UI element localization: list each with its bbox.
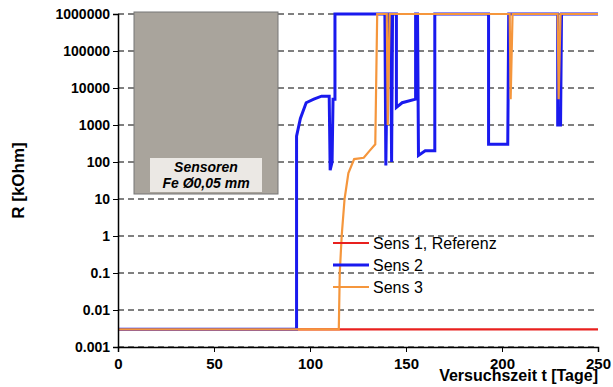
y-tick-label: 0.01 [83, 302, 110, 318]
legend-label: Sens 1, Referenz [373, 235, 497, 252]
y-tick-mark [113, 125, 118, 126]
x-tick-label: 150 [394, 355, 419, 372]
grid-line [118, 236, 598, 237]
x-axis-title: Versuchszeit t [Tage] [439, 367, 598, 384]
y-tick-mark [113, 347, 118, 348]
x-axis-line [119, 348, 599, 353]
y-tick-mark [113, 51, 118, 52]
y-tick-label: 100000 [63, 43, 110, 59]
x-tick: 50 [206, 347, 223, 372]
legend-swatch [333, 242, 369, 244]
y-tick-mark [113, 162, 118, 163]
x-tick: 100 [298, 347, 323, 372]
x-tick-mark [310, 347, 311, 352]
y-tick: 10 [94, 191, 118, 207]
legend-swatch [333, 264, 369, 267]
y-tick: 100000 [63, 43, 118, 59]
y-tick-mark [113, 273, 118, 274]
y-tick: 0.001 [75, 339, 118, 355]
annotation: Sensoren [174, 159, 238, 175]
y-tick: 1000 [79, 117, 118, 133]
photo-area [134, 12, 278, 194]
y-tick-label: 0.001 [75, 339, 110, 355]
x-tick-mark [502, 347, 503, 352]
legend-label: Sens 3 [373, 279, 423, 296]
y-tick-label: 1 [102, 228, 110, 244]
inset-photo: SensorenFe Ø0,05 mm [134, 12, 278, 194]
x-tick-mark [598, 347, 599, 352]
y-tick-mark [113, 236, 118, 237]
y-tick: 0.1 [91, 265, 118, 281]
legend-swatch [333, 286, 369, 288]
y-tick-mark [113, 199, 118, 200]
y-tick-mark [113, 88, 118, 89]
y-axis-title: R [kOhm] [9, 142, 28, 219]
chart: 0501001502002500.0010.010.11101001000100… [0, 0, 613, 387]
grid-line [118, 273, 598, 274]
x-tick: 150 [394, 347, 419, 372]
x-tick-label: 50 [206, 355, 223, 372]
y-tick-label: 10 [94, 191, 110, 207]
y-tick-label: 1000000 [55, 6, 110, 22]
y-tick-label: 10000 [71, 80, 110, 96]
y-tick-mark [113, 14, 118, 15]
y-tick: 100 [87, 154, 118, 170]
plot: 0501001502002500.0010.010.11101001000100… [55, 6, 611, 372]
legend-label: Sens 2 [373, 257, 423, 274]
y-axis-line [113, 15, 119, 348]
x-tick-mark [406, 347, 407, 352]
x-tick: 0 [114, 347, 122, 372]
y-tick: 0.01 [83, 302, 118, 318]
grid-line [118, 199, 598, 200]
y-tick-label: 100 [87, 154, 111, 170]
y-tick-label: 0.1 [91, 265, 111, 281]
y-axis: 0.001 0.01 0.1 1 10 100 1000 10000 100000 1000000 [55, 6, 118, 355]
y-tick-label: 1000 [79, 117, 110, 133]
x-tick-mark [214, 347, 215, 352]
y-tick: 10000 [71, 80, 118, 96]
x-tick-label: 0 [114, 355, 122, 372]
grid-line [118, 310, 598, 311]
legend: Sens 1, Referenz Sens 2 Sens 3 [333, 235, 497, 296]
y-tick-mark [113, 310, 118, 311]
annotation: Fe Ø0,05 mm [162, 175, 249, 191]
y-tick: 1 [102, 228, 118, 244]
x-tick-label: 100 [298, 355, 323, 372]
y-tick: 1000000 [55, 6, 118, 22]
annotation-background [150, 158, 262, 192]
